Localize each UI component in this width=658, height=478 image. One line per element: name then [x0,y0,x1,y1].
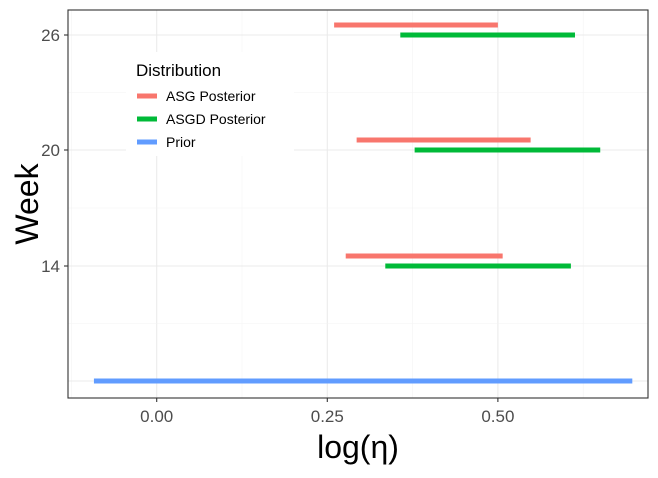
x-axis-title: log(η) [317,429,399,465]
x-tick-label: 0.25 [311,407,344,426]
legend-title: Distribution [136,61,221,80]
legend-label: ASG Posterior [166,88,256,104]
legend-label: Prior [166,134,196,150]
y-axis: 26 20 14 [41,26,68,276]
x-tick-label: 0.50 [481,407,514,426]
x-axis: 0.00 0.25 0.50 [140,398,514,426]
x-tick-label: 0.00 [140,407,173,426]
y-tick-label: 20 [41,141,60,160]
y-tick-label: 26 [41,26,60,45]
interval-bars [93,22,633,384]
y-axis-title: Week [9,162,45,244]
plot-border [67,9,649,399]
legend-background [126,52,294,156]
y-tick-label: 14 [41,257,60,276]
legend: Distribution ASG Posterior ASGD Posterior… [126,52,294,156]
legend-entries: ASG Posterior ASGD Posterior Prior [137,88,266,150]
legend-label: ASGD Posterior [166,111,266,127]
